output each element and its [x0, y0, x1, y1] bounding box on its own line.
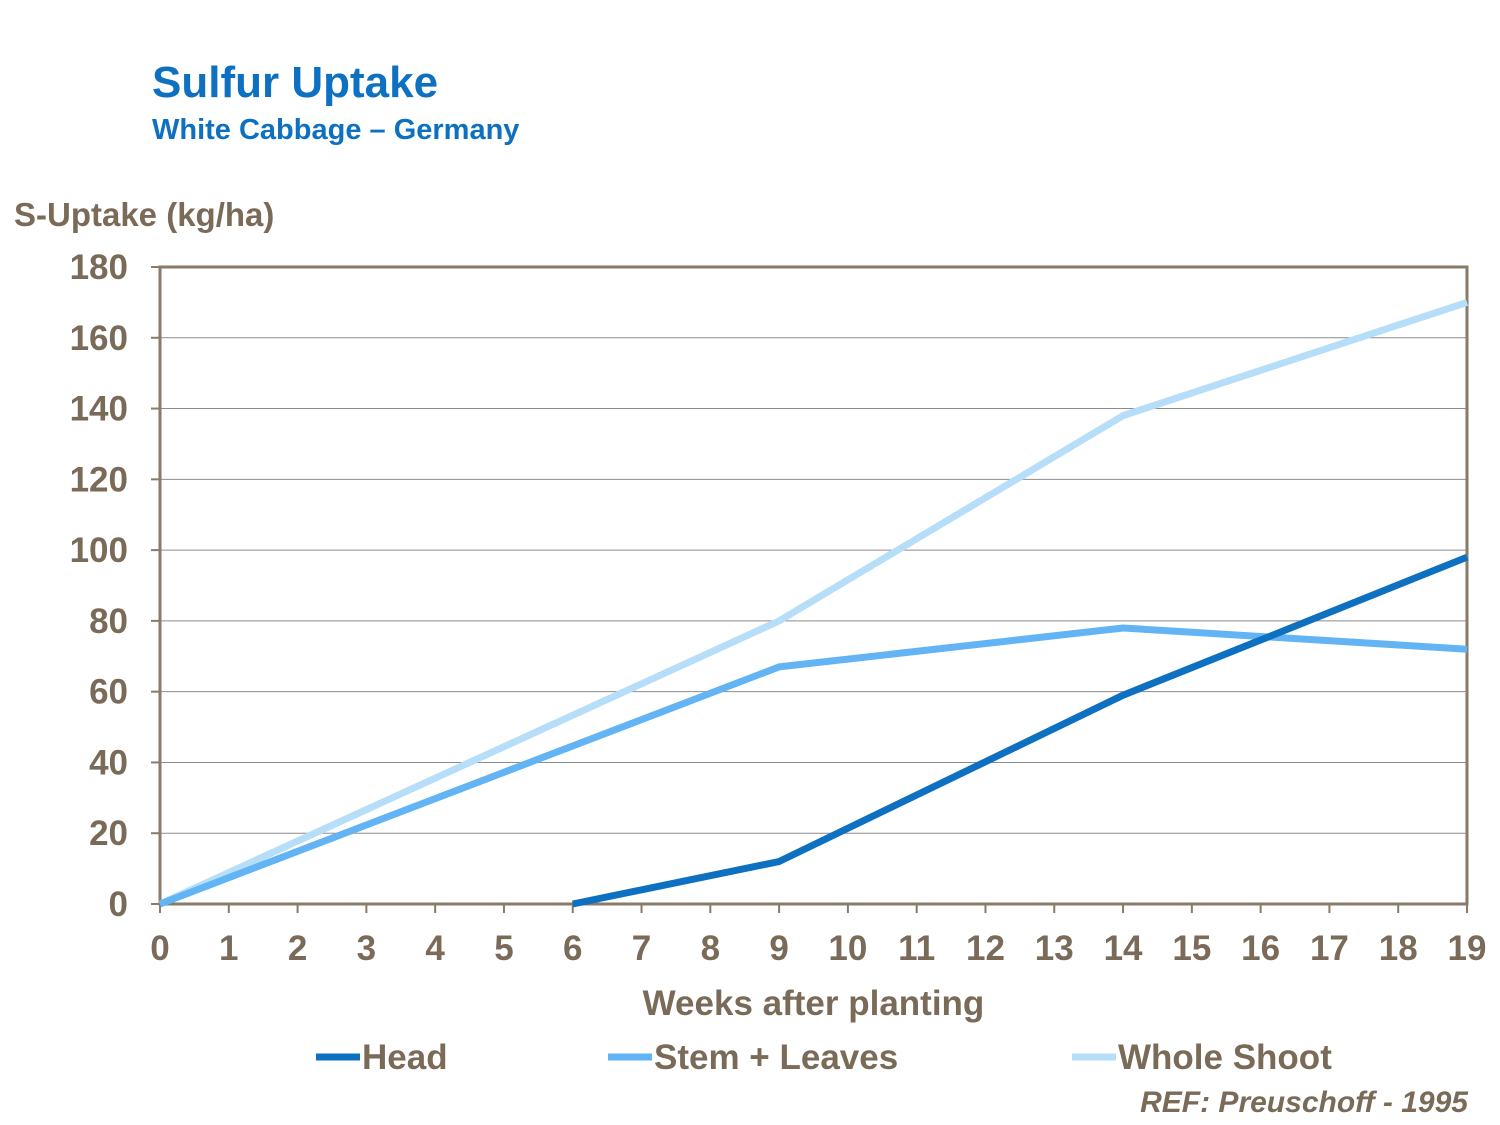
x-tick-label-1: 1 — [219, 929, 238, 968]
x-tick-label-14: 14 — [1104, 929, 1143, 968]
x-tick-label-17: 17 — [1310, 929, 1349, 968]
chart-subtitle: White Cabbage – Germany — [152, 114, 520, 146]
x-tick-label-0: 0 — [150, 929, 169, 968]
grid-lines — [160, 266, 1467, 834]
chart-title: Sulfur Uptake — [152, 58, 439, 107]
plot-area-border — [158, 265, 1469, 906]
axes — [151, 265, 1469, 913]
x-tick-label-8: 8 — [701, 929, 720, 968]
x-tick-label-11: 11 — [898, 929, 935, 968]
x-tick-label-15: 15 — [1172, 929, 1211, 968]
y-tick-label-40: 40 — [89, 743, 128, 782]
legend-label-stem-leaves: Stem + Leaves — [654, 1038, 898, 1077]
series-line-head — [572, 553, 1469, 908]
legend-label-head: Head — [362, 1038, 448, 1077]
y-tick-label-140: 140 — [70, 390, 128, 429]
x-tick-label-6: 6 — [563, 929, 582, 968]
source-reference: REF: Preuschoff - 1995 — [1140, 1086, 1468, 1119]
x-axis-title: Weeks after planting — [643, 984, 985, 1023]
x-tick-label-3: 3 — [357, 929, 376, 968]
y-tick-label-160: 160 — [70, 319, 128, 358]
y-tick-label-0: 0 — [109, 885, 128, 924]
y-tick-label-180: 180 — [70, 248, 128, 287]
x-tick-label-18: 18 — [1379, 929, 1418, 968]
y-tick-label-60: 60 — [89, 673, 128, 712]
x-tick-label-10: 10 — [828, 929, 867, 968]
x-tick-label-5: 5 — [494, 929, 513, 968]
x-tick-label-2: 2 — [288, 929, 307, 968]
y-tick-label-100: 100 — [70, 531, 128, 570]
y-tick-label-20: 20 — [89, 814, 128, 853]
y-axis-title: S-Uptake (kg/ha) — [14, 196, 275, 233]
y-tick-label-80: 80 — [89, 602, 128, 641]
x-tick-label-7: 7 — [632, 929, 651, 968]
legend: Head Stem + Leaves Whole Shoot — [316, 1038, 1332, 1077]
x-tick-label-4: 4 — [425, 929, 445, 968]
series-lines — [158, 299, 1469, 908]
legend-label-whole-shoot: Whole Shoot — [1118, 1038, 1332, 1077]
y-tick-label-120: 120 — [70, 460, 128, 499]
series-line-stem-leaves — [158, 624, 1468, 908]
x-tick-label-13: 13 — [1035, 929, 1074, 968]
x-tick-label-9: 9 — [769, 929, 788, 968]
x-tick-label-16: 16 — [1241, 929, 1280, 968]
series-line-whole-shoot — [158, 299, 1469, 908]
x-tick-label-19: 19 — [1448, 929, 1487, 968]
x-tick-label-12: 12 — [966, 929, 1005, 968]
